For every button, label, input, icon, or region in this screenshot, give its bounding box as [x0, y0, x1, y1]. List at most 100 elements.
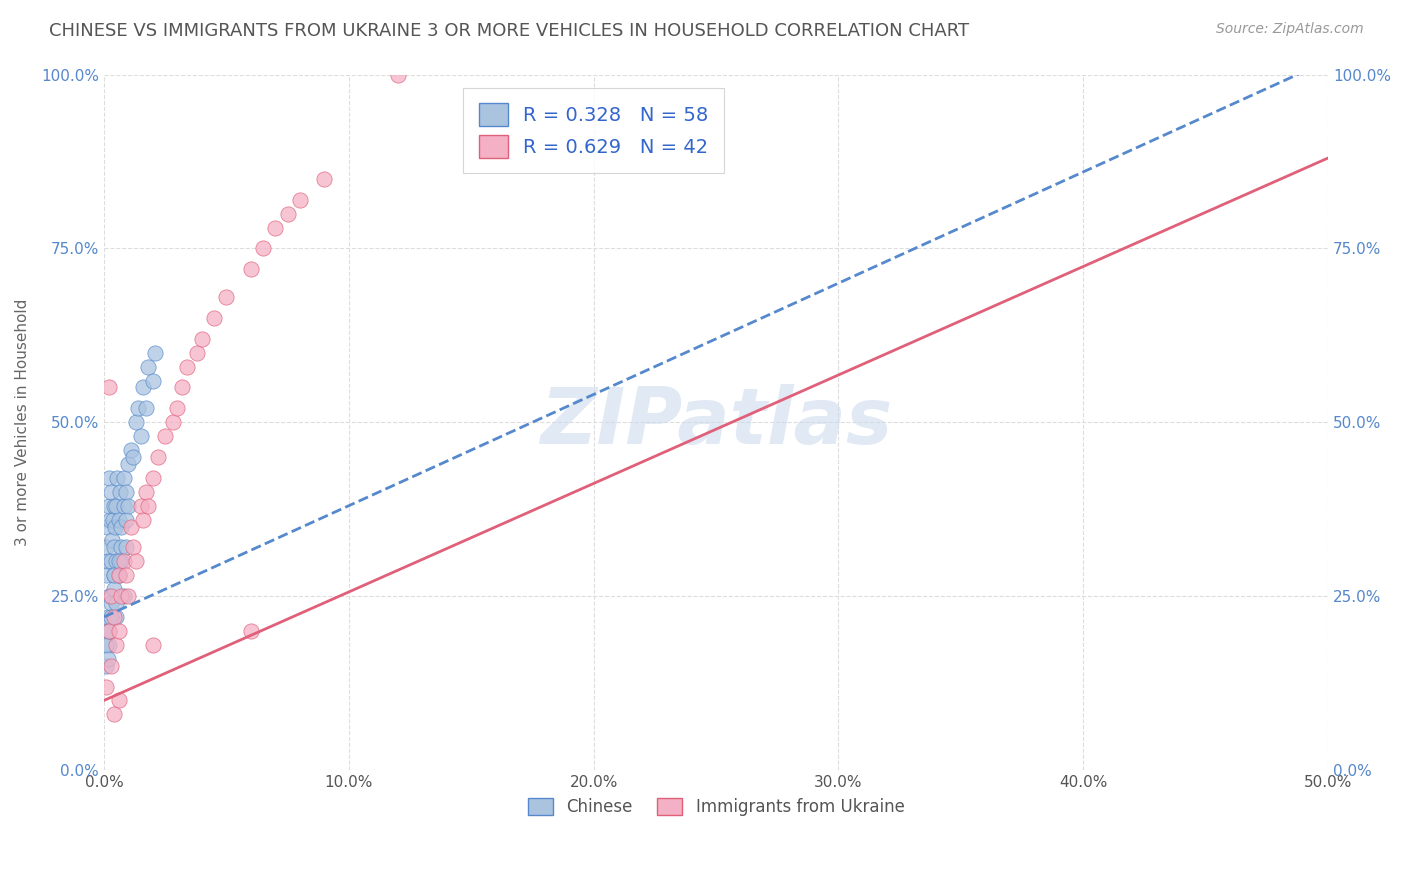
Point	[96, 568, 118, 582]
Point	[103, 707, 125, 722]
Point	[97, 554, 120, 568]
Point	[105, 554, 128, 568]
Point	[112, 471, 135, 485]
Legend: Chinese, Immigrants from Ukraine: Chinese, Immigrants from Ukraine	[519, 789, 912, 824]
Point	[101, 513, 124, 527]
Point	[96, 624, 118, 638]
Point	[94, 541, 117, 555]
Point	[129, 429, 152, 443]
Point	[97, 610, 120, 624]
Point	[314, 171, 336, 186]
Text: Source: ZipAtlas.com: Source: ZipAtlas.com	[1216, 22, 1364, 37]
Point	[107, 624, 129, 638]
Point	[100, 658, 122, 673]
Point	[103, 582, 125, 597]
Point	[103, 568, 125, 582]
Point	[96, 519, 118, 533]
Point	[110, 541, 132, 555]
Point	[107, 693, 129, 707]
Point	[117, 589, 139, 603]
Point	[98, 471, 121, 485]
Point	[110, 554, 132, 568]
Point	[112, 589, 135, 603]
Point	[122, 541, 145, 555]
Text: ZIPatlas: ZIPatlas	[540, 384, 893, 460]
Point	[100, 596, 122, 610]
Point	[100, 589, 122, 603]
Point	[103, 610, 125, 624]
Point	[100, 610, 122, 624]
Point	[103, 541, 125, 555]
Point	[107, 568, 129, 582]
Point	[105, 638, 128, 652]
Point	[110, 519, 132, 533]
Y-axis label: 3 or more Vehicles in Household: 3 or more Vehicles in Household	[15, 299, 30, 546]
Point	[153, 429, 176, 443]
Point	[172, 380, 194, 394]
Point	[162, 415, 184, 429]
Point	[115, 541, 138, 555]
Point	[127, 401, 149, 416]
Point	[100, 484, 122, 499]
Point	[96, 638, 118, 652]
Point	[142, 471, 165, 485]
Point	[97, 380, 120, 394]
Point	[107, 554, 129, 568]
Point	[97, 651, 120, 665]
Point	[97, 624, 120, 638]
Point	[120, 443, 142, 458]
Point	[186, 345, 208, 359]
Point	[103, 568, 125, 582]
Point	[166, 401, 188, 416]
Point	[145, 345, 167, 359]
Point	[117, 457, 139, 471]
Point	[97, 638, 120, 652]
Point	[132, 380, 155, 394]
Point	[264, 220, 287, 235]
Point	[105, 610, 128, 624]
Point	[100, 554, 122, 568]
Point	[112, 499, 135, 513]
Point	[136, 499, 159, 513]
Point	[135, 484, 157, 499]
Point	[97, 499, 120, 513]
Point	[112, 554, 135, 568]
Point	[239, 262, 262, 277]
Point	[105, 499, 128, 513]
Point	[107, 568, 129, 582]
Point	[110, 589, 132, 603]
Point	[115, 513, 138, 527]
Point	[104, 519, 127, 533]
Point	[105, 471, 128, 485]
Point	[108, 484, 131, 499]
Point	[125, 415, 148, 429]
Point	[142, 638, 165, 652]
Point	[191, 332, 214, 346]
Point	[252, 241, 274, 255]
Point	[120, 519, 142, 533]
Point	[277, 206, 299, 220]
Point	[97, 624, 120, 638]
Point	[105, 596, 128, 610]
Point	[202, 310, 225, 325]
Point	[146, 450, 169, 464]
Point	[215, 290, 238, 304]
Point	[97, 589, 120, 603]
Point	[117, 499, 139, 513]
Text: CHINESE VS IMMIGRANTS FROM UKRAINE 3 OR MORE VEHICLES IN HOUSEHOLD CORRELATION C: CHINESE VS IMMIGRANTS FROM UKRAINE 3 OR …	[49, 22, 969, 40]
Point	[122, 450, 145, 464]
Point	[115, 484, 138, 499]
Point	[94, 658, 117, 673]
Point	[239, 624, 262, 638]
Point	[135, 401, 157, 416]
Point	[176, 359, 198, 374]
Point	[129, 499, 152, 513]
Point	[107, 513, 129, 527]
Point	[101, 533, 124, 548]
Point	[98, 513, 121, 527]
Point	[142, 374, 165, 388]
Point	[136, 359, 159, 374]
Point	[132, 513, 155, 527]
Point	[387, 68, 409, 82]
Point	[96, 680, 118, 694]
